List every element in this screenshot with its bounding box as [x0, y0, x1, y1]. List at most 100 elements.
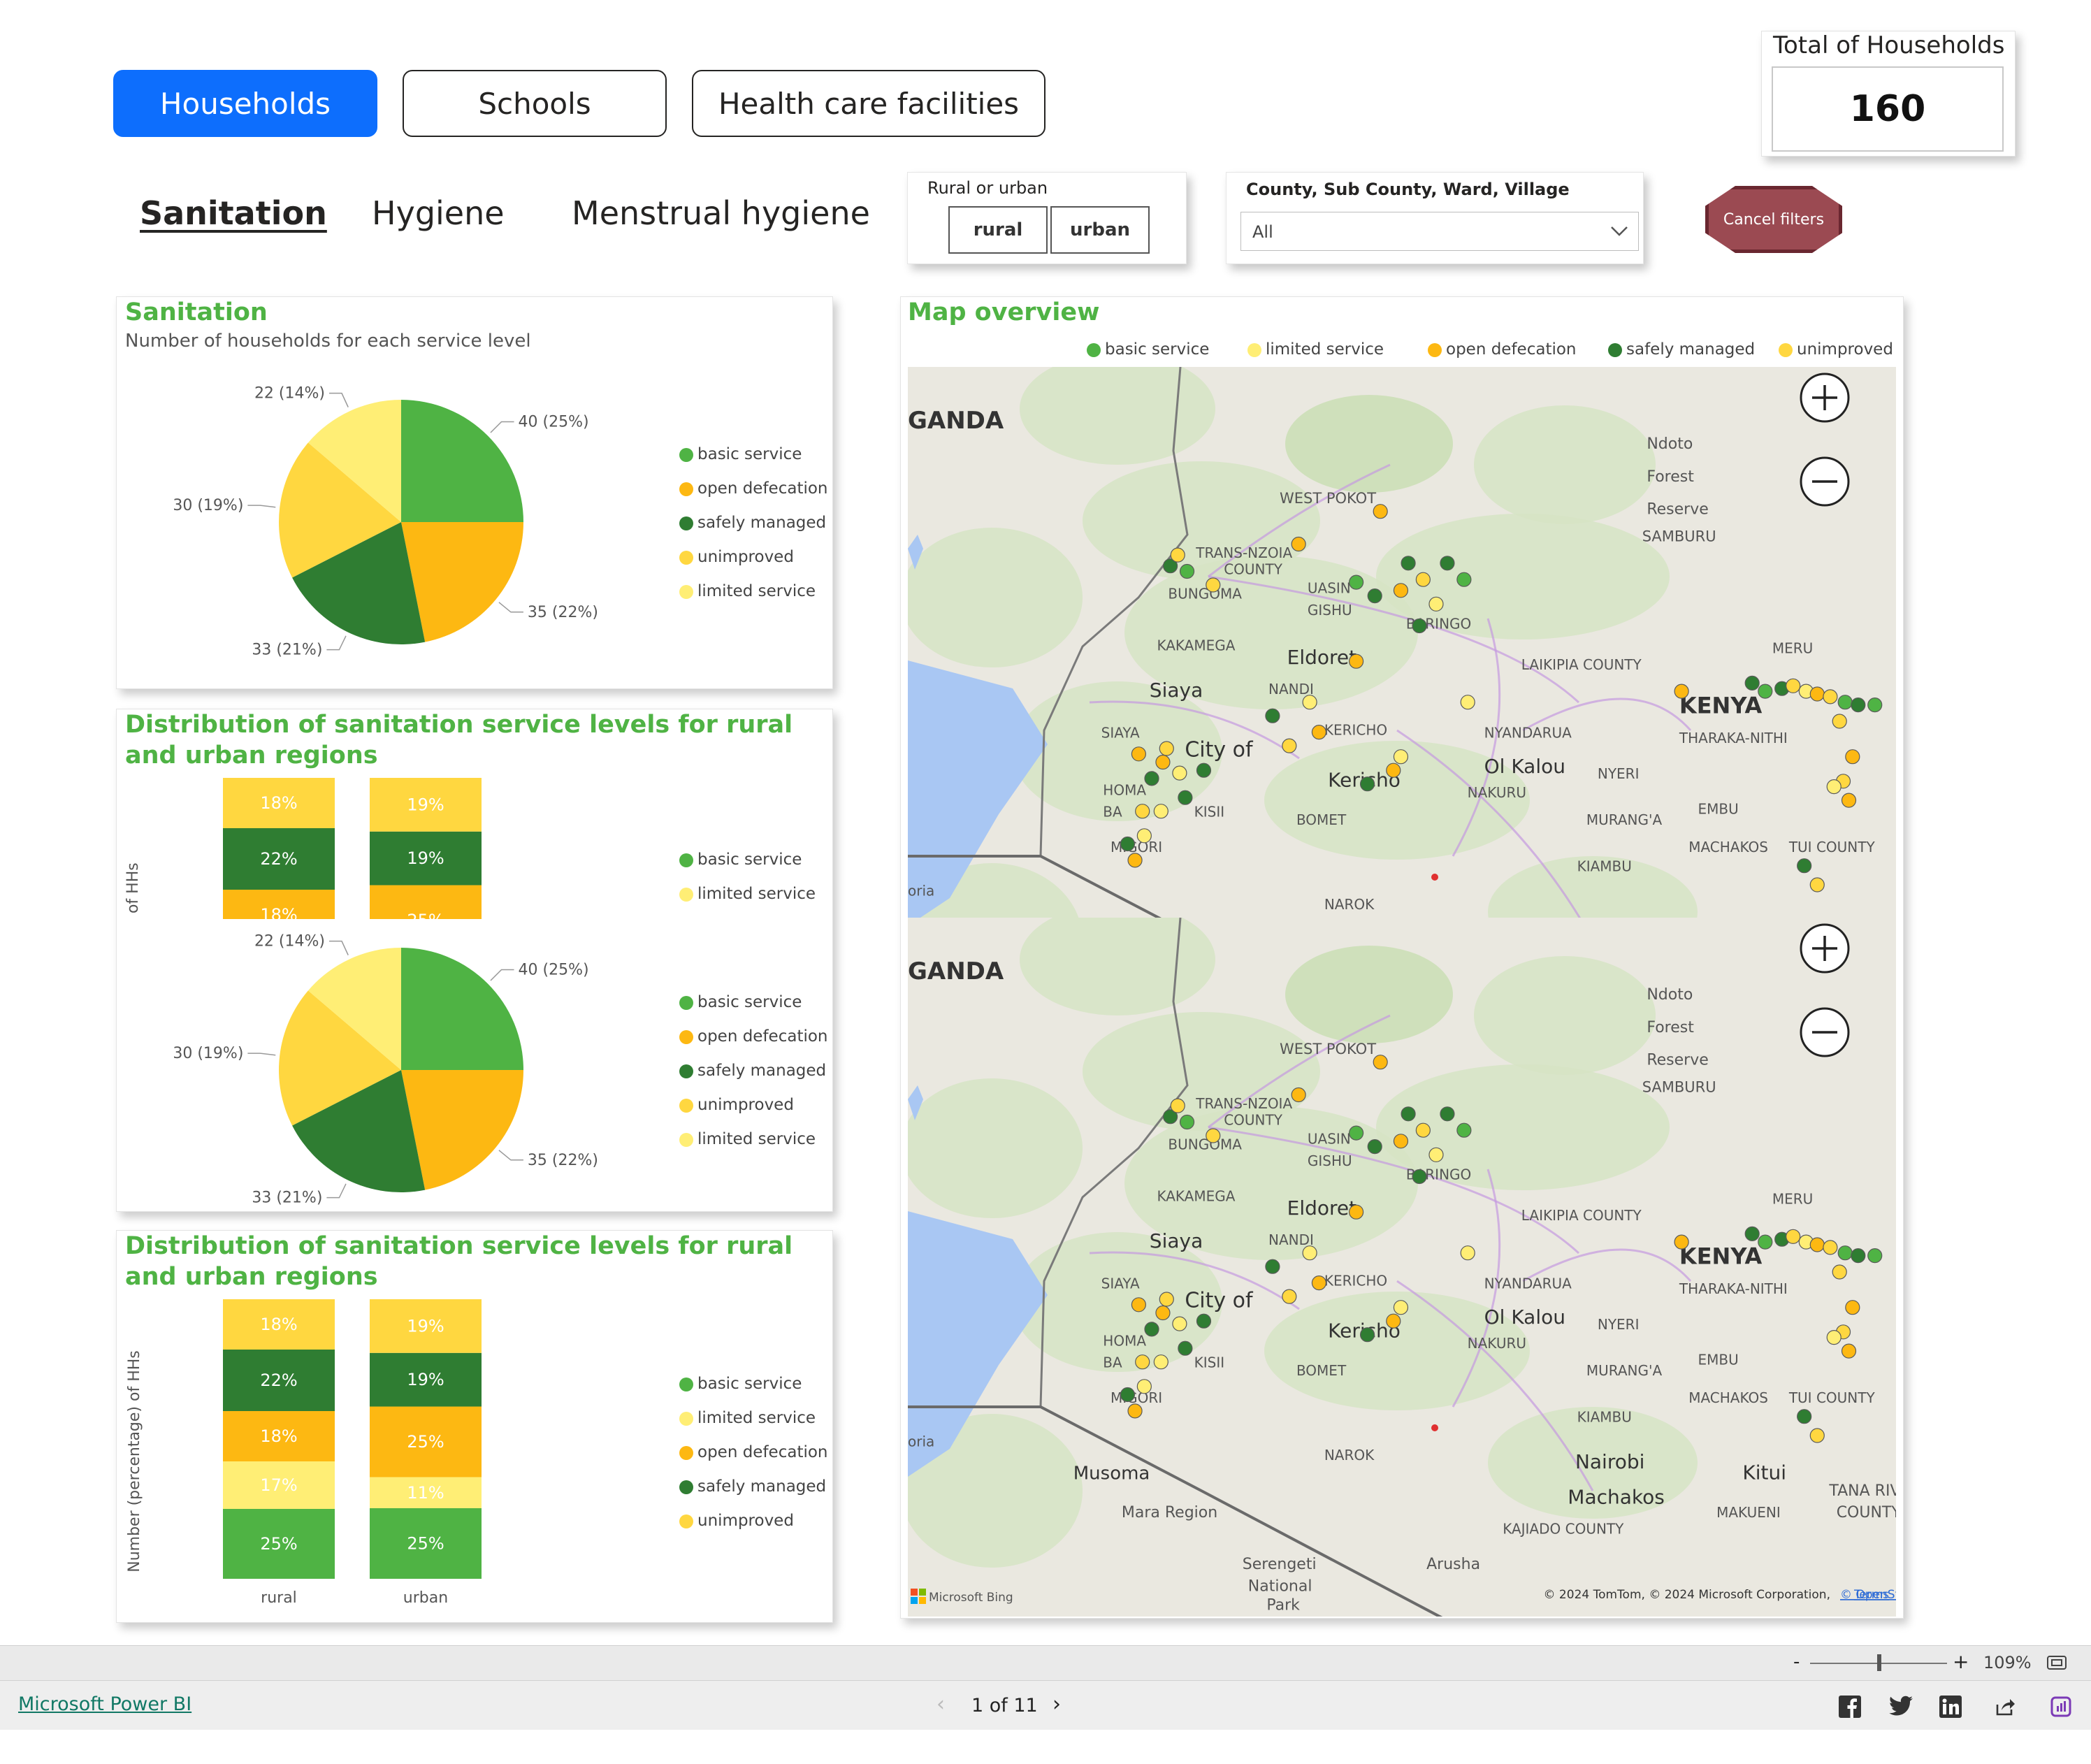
- legend-item-unimproved[interactable]: unimproved: [679, 1512, 794, 1530]
- prev-page-icon[interactable]: ‹: [936, 1692, 945, 1716]
- bar-segment-limited-service-rural[interactable]: [223, 1461, 335, 1509]
- legend-item-limited-service[interactable]: limited service: [679, 1409, 816, 1427]
- twitter-icon[interactable]: [1888, 1695, 1913, 1717]
- map-data-point[interactable]: [1845, 1300, 1860, 1315]
- map-data-point[interactable]: [1178, 1340, 1193, 1356]
- map-data-point[interactable]: [1135, 804, 1150, 819]
- map-data-point[interactable]: [1196, 1313, 1212, 1329]
- pie-slice-safely-managed[interactable]: [292, 522, 426, 644]
- fit-to-page-icon[interactable]: [2046, 1654, 2067, 1671]
- legend-item-safely-managed[interactable]: safely managed: [679, 1062, 826, 1080]
- map-data-point[interactable]: [1786, 1229, 1801, 1244]
- legend-item-basic-service[interactable]: basic service: [679, 445, 802, 463]
- map-data-point[interactable]: [1744, 675, 1760, 691]
- map-data-point[interactable]: [1159, 741, 1174, 756]
- map-data-point[interactable]: [1127, 853, 1143, 868]
- legend-item-open-defecation[interactable]: open defecation: [679, 1027, 828, 1046]
- location-dropdown[interactable]: All: [1240, 212, 1639, 251]
- bar-segment-unimproved-rural[interactable]: [223, 778, 335, 828]
- map-data-point[interactable]: [1144, 771, 1159, 786]
- map-data-point[interactable]: [1401, 1106, 1416, 1122]
- map-data-point[interactable]: [1401, 556, 1416, 571]
- map-data-point[interactable]: [1163, 1109, 1178, 1125]
- map-data-point[interactable]: [1348, 653, 1364, 669]
- pie-slice-basic-service[interactable]: [401, 948, 523, 1070]
- map-data-point[interactable]: [1851, 1248, 1866, 1264]
- map-data-point[interactable]: [1196, 762, 1212, 778]
- map-data-point[interactable]: [1163, 558, 1178, 574]
- pie-slice-limited-service[interactable]: [308, 400, 401, 522]
- map-data-point[interactable]: [1131, 746, 1146, 762]
- schools-tab-button[interactable]: Schools: [403, 70, 667, 137]
- map-data-point[interactable]: [1412, 618, 1427, 634]
- map-data-point[interactable]: [1823, 1240, 1838, 1255]
- bar-segment-unimproved-urban[interactable]: [370, 778, 482, 832]
- map-data-point[interactable]: [1153, 804, 1168, 819]
- map-data-point[interactable]: [1136, 828, 1152, 844]
- map-data-point[interactable]: [1282, 1289, 1297, 1304]
- map-canvas[interactable]: GANDANdotoForestReserveWAJIRWEST POKOTSA…: [908, 367, 1896, 1618]
- bar-segment-basic-service-rural[interactable]: [223, 1509, 335, 1579]
- map-data-point[interactable]: [1415, 572, 1431, 587]
- map-data-point[interactable]: [1867, 697, 1883, 713]
- map-data-point[interactable]: [1265, 708, 1280, 723]
- rural-chip[interactable]: rural: [948, 206, 1048, 254]
- pie-slice-unimproved[interactable]: [279, 990, 401, 1126]
- map-data-point[interactable]: [1311, 724, 1327, 740]
- map-data-point[interactable]: [1311, 1275, 1327, 1291]
- map-zoom-out-icon[interactable]: [1800, 456, 1850, 507]
- map-data-point[interactable]: [1823, 689, 1838, 704]
- map-data-point[interactable]: [1758, 684, 1773, 699]
- map-data-point[interactable]: [1809, 686, 1825, 702]
- legend-item-limited-service[interactable]: limited service: [679, 582, 816, 600]
- tab-sanitation[interactable]: Sanitation: [140, 194, 327, 232]
- map-data-point[interactable]: [1851, 697, 1866, 713]
- pie-slice-open-defecation[interactable]: [401, 1070, 523, 1190]
- power-bi-link[interactable]: Microsoft Power BI: [18, 1693, 192, 1715]
- map-data-point[interactable]: [1291, 536, 1306, 552]
- terms-link[interactable]: Terms: [1853, 1588, 1889, 1602]
- bar-segment-open-defecation-urban[interactable]: [370, 885, 482, 919]
- map-data-point[interactable]: [1797, 858, 1812, 874]
- legend-item-safely-managed[interactable]: safely managed: [679, 1477, 826, 1496]
- map-data-point[interactable]: [1367, 588, 1382, 604]
- map-data-point[interactable]: [1744, 1226, 1760, 1242]
- map-data-point[interactable]: [1359, 776, 1375, 792]
- linkedin-icon[interactable]: [1939, 1695, 1962, 1719]
- legend-item-basic-service[interactable]: basic service: [679, 851, 802, 869]
- households-tab-button[interactable]: Households: [113, 70, 377, 137]
- legend-item-unimproved[interactable]: unimproved: [679, 1096, 794, 1114]
- map-data-point[interactable]: [1144, 1322, 1159, 1337]
- zoom-in-button[interactable]: +: [1953, 1650, 1969, 1673]
- legend-item-open-defecation[interactable]: open defecation: [679, 479, 828, 498]
- bar-segment-unimproved-urban[interactable]: [370, 1299, 482, 1353]
- map-data-point[interactable]: [1348, 574, 1364, 590]
- map-data-point[interactable]: [1412, 1169, 1427, 1185]
- map-data-point[interactable]: [1373, 1055, 1388, 1070]
- bar-segment-open-defecation-rural[interactable]: [223, 890, 335, 919]
- facebook-icon[interactable]: [1838, 1695, 1862, 1719]
- map-data-point[interactable]: [1120, 1387, 1136, 1403]
- map-legend-basic-service[interactable]: basic service: [1087, 340, 1209, 359]
- map-data-point[interactable]: [1373, 504, 1388, 519]
- pie-slice-unimproved[interactable]: [279, 442, 401, 578]
- map-data-point[interactable]: [1460, 695, 1475, 710]
- map-data-point[interactable]: [1845, 749, 1860, 765]
- map-data-point[interactable]: [1153, 1354, 1168, 1370]
- map-data-point[interactable]: [1797, 1409, 1812, 1424]
- bar-segment-safely-managed-rural[interactable]: [223, 1350, 335, 1411]
- map-data-point[interactable]: [1440, 556, 1455, 571]
- map-data-point[interactable]: [1172, 765, 1187, 781]
- map-data-point[interactable]: [1393, 1134, 1409, 1149]
- pie-slice-limited-service[interactable]: [308, 948, 401, 1070]
- map-data-point[interactable]: [1386, 762, 1401, 778]
- legend-item-unimproved[interactable]: unimproved: [679, 548, 794, 566]
- map-data-point[interactable]: [1179, 563, 1195, 579]
- map-data-point[interactable]: [1179, 1114, 1195, 1130]
- map-data-point[interactable]: [1837, 695, 1853, 710]
- map-data-point[interactable]: [1428, 1147, 1444, 1162]
- map-data-point[interactable]: [1456, 572, 1472, 587]
- map-legend-limited-service[interactable]: limited service: [1247, 340, 1384, 359]
- map-data-point[interactable]: [1135, 1354, 1150, 1370]
- bar-segment-safely-managed-urban[interactable]: [370, 1352, 482, 1407]
